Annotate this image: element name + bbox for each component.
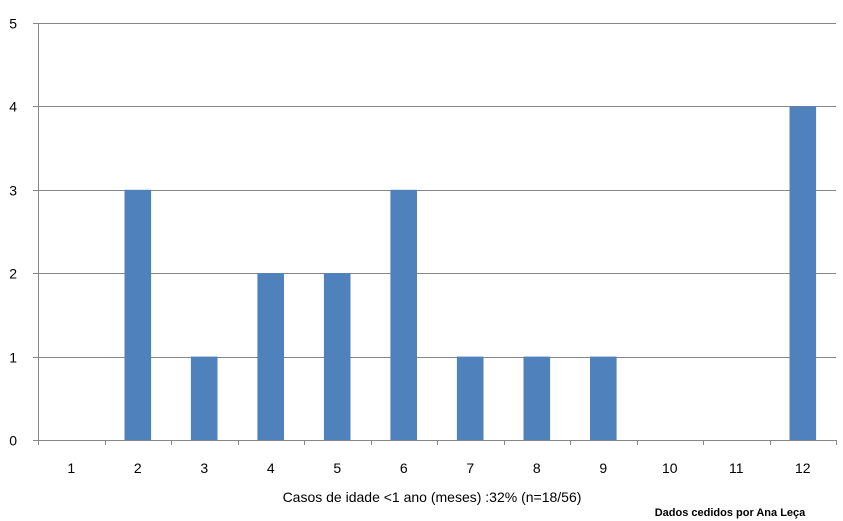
x-tick-label: 4: [267, 460, 275, 476]
credit-note: Dados cedidos por Ana Leça: [655, 507, 806, 519]
x-tick-label: 3: [200, 460, 208, 476]
x-tick-label: 2: [134, 460, 142, 476]
bar-6: [390, 189, 417, 440]
bar-9: [590, 356, 617, 440]
y-tick-label: 4: [9, 99, 17, 115]
bar-3: [190, 356, 218, 440]
bar-2: [124, 189, 152, 440]
bars: [124, 106, 817, 441]
x-axis-title: Casos de idade <1 ano (meses) :32% (n=18…: [283, 489, 582, 505]
bar-4: [257, 273, 284, 440]
axes: [33, 23, 837, 445]
y-tick-label: 2: [9, 266, 17, 282]
bar-12: [789, 106, 817, 441]
y-tick-label: 5: [9, 16, 17, 32]
x-tick-label: 11: [729, 460, 744, 476]
x-tick-label: 1: [67, 460, 75, 476]
x-tick-label: 7: [466, 460, 474, 476]
y-axis-tick-labels: 0 1 2 3 4 5: [9, 16, 17, 449]
x-tick-label: 8: [533, 460, 541, 476]
x-tick-label: 5: [333, 460, 341, 476]
bar-5: [323, 273, 351, 440]
x-tick-label: 12: [795, 460, 811, 476]
x-tick-label: 9: [599, 460, 607, 476]
x-tick-label: 10: [662, 460, 678, 476]
bar-7: [456, 356, 484, 440]
gridlines: [38, 23, 836, 358]
x-tick-label: 6: [400, 460, 408, 476]
y-tick-label: 3: [9, 183, 17, 199]
bar-8: [523, 356, 551, 440]
y-tick-label: 1: [9, 350, 17, 366]
x-axis-tick-labels: 1 2 3 4 5 6 7 8 9 10 11 12: [67, 460, 810, 476]
y-tick-label: 0: [9, 433, 17, 449]
